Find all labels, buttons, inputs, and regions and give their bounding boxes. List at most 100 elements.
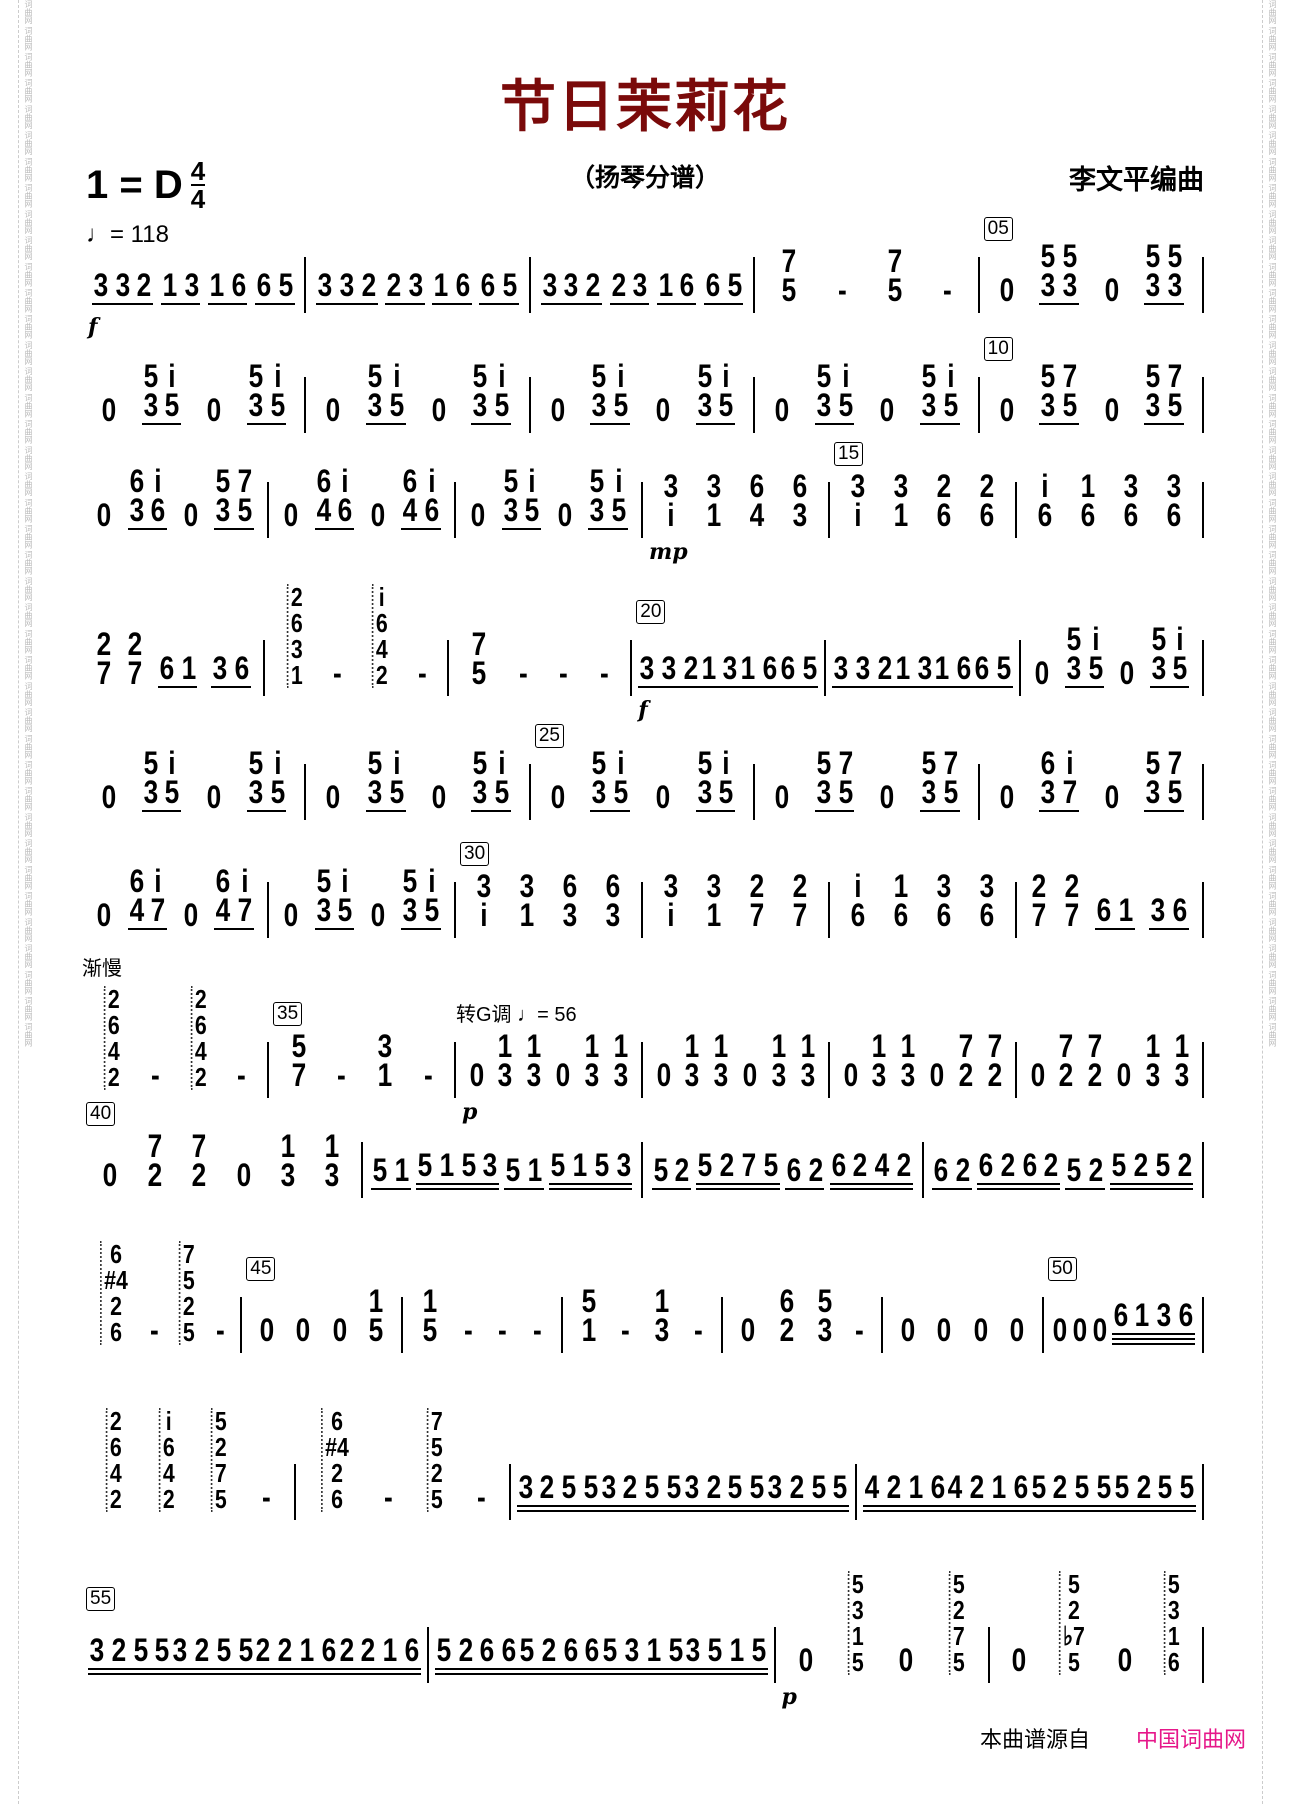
note: 0: [557, 497, 572, 533]
note: 5: [833, 1469, 848, 1505]
note: 0: [774, 392, 790, 428]
note-group: 0: [549, 394, 567, 426]
tempo-marking: ♩= 118: [86, 221, 169, 248]
barline: [828, 1042, 830, 1098]
note: 0: [236, 1157, 251, 1193]
barline: [1202, 640, 1205, 696]
note: 5: [505, 1152, 521, 1188]
barline: [560, 1297, 563, 1353]
note: 4: [874, 1147, 890, 1183]
note: 6: [231, 267, 246, 303]
note-group: 0: [1071, 1314, 1089, 1346]
barline: [360, 1142, 363, 1198]
beam-line: [973, 686, 1013, 688]
note-group: 0: [1091, 1314, 1109, 1346]
note: 5: [751, 1632, 766, 1668]
note-group: 0: [1029, 1059, 1047, 1091]
note: 5: [519, 1632, 535, 1668]
note-group: 0: [655, 1059, 673, 1091]
beam-line: [141, 810, 182, 812]
note-group: 0: [797, 1642, 815, 1678]
note-group: 0: [773, 392, 791, 428]
note-group: 0: [654, 781, 672, 813]
note: 0: [798, 1642, 814, 1678]
note-group: 6 #4 2 6: [97, 1241, 131, 1345]
note: 0: [431, 392, 446, 428]
barline: [1202, 377, 1205, 433]
beam-line: [1065, 1188, 1105, 1190]
note: 2: [789, 1469, 805, 1505]
rehearsal-number: 25: [534, 724, 564, 748]
beam-line: [415, 1188, 500, 1190]
beam-line: [699, 686, 740, 688]
note: 5: [1158, 1469, 1173, 1505]
source-link[interactable]: 中国词曲网: [1135, 1727, 1246, 1752]
note-group: 0: [182, 899, 200, 931]
beam-line: [651, 1188, 692, 1190]
note: 0: [101, 779, 117, 815]
note: 0: [183, 497, 198, 533]
rehearsal-number: 35: [273, 1002, 303, 1026]
note-group: -: [150, 1059, 161, 1091]
footer-text: 本曲谱源自: [979, 1727, 1090, 1752]
beam-line: [246, 423, 287, 425]
beam-line: [766, 1505, 850, 1507]
note: 0: [898, 1642, 914, 1678]
note: 0: [1011, 1642, 1027, 1678]
note-group: -: [518, 657, 529, 689]
barline: [881, 1297, 884, 1353]
note-group: 0: [1033, 657, 1051, 689]
note: 0: [843, 1057, 858, 1093]
beam-line: [366, 810, 406, 812]
beam-line: [516, 1505, 600, 1507]
note-group: 0: [1116, 1644, 1134, 1676]
note: 2: [877, 650, 893, 686]
note: 0: [973, 1312, 989, 1348]
beam-line: [590, 423, 631, 425]
note: 5: [502, 267, 518, 303]
note: 5: [749, 1469, 765, 1505]
note-group: -: [336, 1059, 347, 1091]
note-group: -: [532, 1314, 543, 1346]
rehearsal-number: 55: [86, 1587, 116, 1611]
beam-line: [695, 423, 736, 425]
barline: [267, 1042, 269, 1098]
note: 5: [811, 1469, 826, 1505]
note: 1: [991, 1469, 1007, 1505]
beam-line: [371, 1188, 411, 1190]
note-group: 5 2 ♭7 5: [1056, 1571, 1088, 1675]
note-group: 0: [331, 1314, 349, 1346]
beam-line: [337, 1668, 421, 1670]
